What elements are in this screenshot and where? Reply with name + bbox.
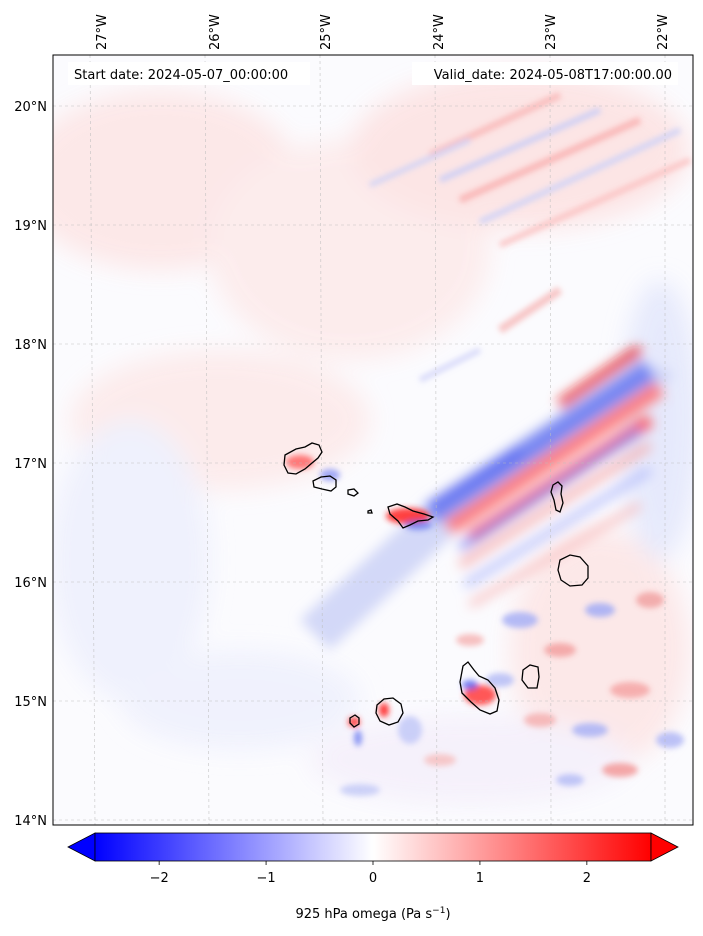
colorbar-body <box>94 832 652 862</box>
lat-label-14n: 14°N <box>14 814 47 829</box>
lon-label-25w: 25°W <box>319 14 334 50</box>
map-frame <box>52 54 694 826</box>
valid-date-label: Valid_date: 2024-05-08T17:00:00.00 <box>434 68 672 83</box>
lat-label-19n: 19°N <box>14 219 47 234</box>
nw-wave-streaks <box>368 91 692 383</box>
colorbar-tick-label: 2 <box>583 871 591 886</box>
island-sao-nicolau-coast <box>387 503 435 529</box>
latitude-labels: 20°N 19°N 18°N 17°N 16°N 15°N 14°N <box>14 100 47 829</box>
lon-label-27w: 27°W <box>95 14 110 50</box>
lat-label-16n: 16°N <box>14 576 47 591</box>
island-boa-vista-coast <box>557 554 589 587</box>
valid-date-box <box>412 62 678 85</box>
lon-label-23w: 23°W <box>544 14 559 50</box>
island-maio-coast <box>521 664 540 689</box>
island-branco-coast <box>367 509 373 514</box>
broad-field-patches <box>53 70 693 805</box>
lat-label-17n: 17°N <box>14 457 47 472</box>
gridlines <box>53 55 693 825</box>
southern-cells <box>340 592 684 796</box>
colorbar-tick-label: −1 <box>256 871 275 886</box>
colorbar-title: 925 hPa omega (Pa s−1) <box>295 906 450 922</box>
lat-label-15n: 15°N <box>14 695 47 710</box>
lon-label-26w: 26°W <box>208 14 223 50</box>
island-santa-luzia-coast <box>347 488 359 497</box>
start-date-label: Start date: 2024-05-07_00:00:00 <box>74 68 288 83</box>
start-date-box <box>68 62 310 85</box>
lat-label-18n: 18°N <box>14 338 47 353</box>
colorbar-extend-max <box>650 832 679 862</box>
island-santo-antao-coast <box>283 442 323 475</box>
longitude-labels: 27°W 26°W 25°W 24°W 23°W 22°W <box>95 14 671 50</box>
island-sao-vicente-coast <box>312 475 337 492</box>
colorbar-tick-label: 0 <box>369 871 377 886</box>
island-brava-coast <box>349 714 360 728</box>
island-fogo-coast <box>375 697 404 726</box>
coastlines <box>283 442 589 728</box>
island-sal-coast <box>550 481 564 513</box>
colorbar-tick-label: −2 <box>150 871 169 886</box>
lat-label-20n: 20°N <box>14 100 47 115</box>
colorbar-tick-label: 1 <box>476 871 484 886</box>
omega-field-map: Start date: 2024-05-07_00:00:00 Valid_da… <box>53 55 693 825</box>
main-wave-couplet <box>300 345 675 650</box>
lon-label-24w: 24°W <box>432 14 447 50</box>
colorbar: −2 −1 0 1 2 925 hPa omega (Pa s−1) <box>67 832 679 922</box>
colorbar-extend-min <box>67 832 96 862</box>
island-santiago-coast <box>459 661 500 715</box>
lon-label-22w: 22°W <box>656 14 671 50</box>
colorbar-ticks: −2 −1 0 1 2 <box>150 861 591 886</box>
